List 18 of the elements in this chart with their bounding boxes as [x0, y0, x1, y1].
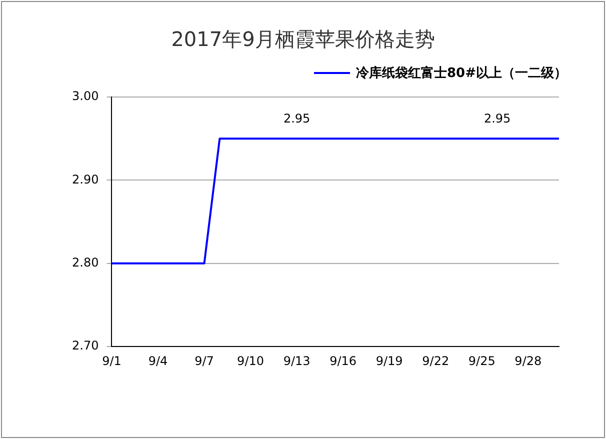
x-tick-label: 9/19 — [376, 354, 403, 368]
y-tick-label: 3.00 — [72, 89, 99, 104]
chart-title: 2017年9月栖霞苹果价格走势 — [170, 26, 436, 53]
x-tick-label: 9/7 — [194, 354, 214, 368]
x-tick-label: 9/1 — [102, 354, 122, 368]
x-tick-label: 9/4 — [148, 354, 168, 368]
x-tick-label: 9/22 — [422, 354, 450, 368]
y-tick-label: 2.70 — [72, 338, 99, 353]
data-label: 2.95 — [283, 112, 310, 126]
x-tick-label: 9/28 — [514, 354, 542, 368]
x-tick-label: 9/13 — [283, 354, 310, 368]
legend-label: 冷库纸袋红富士80#以上（一二级） — [356, 64, 567, 82]
y-tick-label: 2.90 — [72, 172, 99, 186]
x-tick-label: 9/25 — [468, 354, 496, 368]
x-tick-label: 9/10 — [237, 354, 264, 368]
data-label: 2.95 — [484, 112, 511, 126]
y-tick-label: 2.80 — [72, 256, 99, 270]
x-tick-label: 9/16 — [330, 354, 357, 368]
